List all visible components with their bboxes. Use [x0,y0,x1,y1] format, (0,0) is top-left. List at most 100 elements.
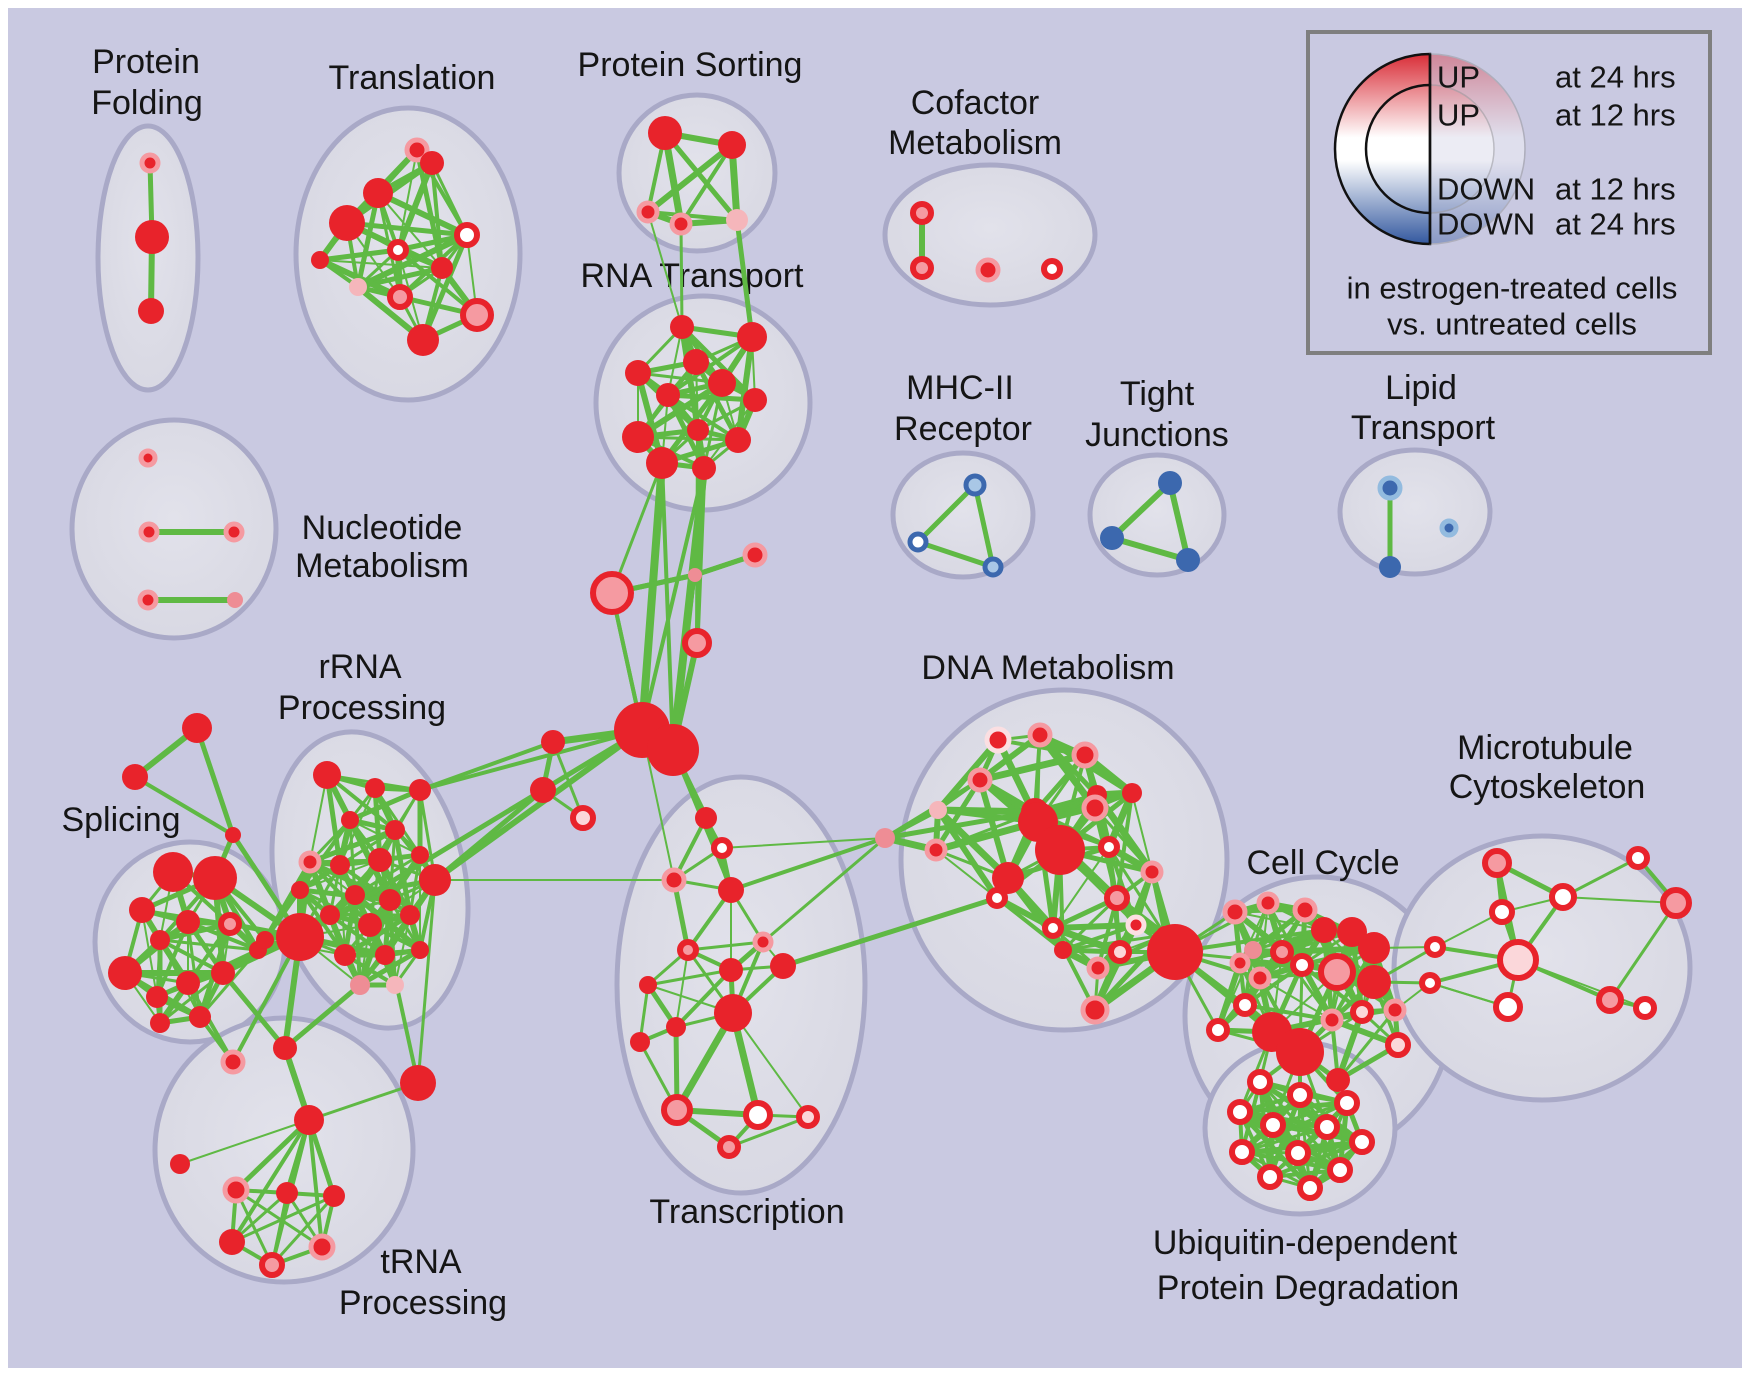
legend-caption-1: vs. untreated cells [1387,307,1637,342]
cluster-label-mhc-ii-receptor-0: MHC-II [906,369,1014,407]
network-edge-rrna-processing [357,947,423,988]
network-edge-inter-cluster-links [282,982,363,1051]
network-node-rna-transport-1 [737,322,767,352]
network-edge-inter-cluster-links [734,217,755,340]
legend-direction-2: DOWN [1437,172,1535,207]
network-edge-trna-processing [270,1194,336,1267]
network-node-translation-6 [431,257,453,279]
cluster-label-trna-processing-1: Processing [339,1284,507,1322]
legend-box [1306,30,1712,355]
cluster-ellipse-tight-junctions [1087,452,1227,578]
legend: UP at 24 hrs UP at 12 hrs DOWN at 12 hrs DOWN a… [1306,30,1712,355]
network-node-trna-processing-7 [219,1229,245,1255]
network-node-trna-processing-8 [259,1252,285,1278]
network-edge-translation [317,247,401,263]
network-node-dna-metabolism-4 [929,801,947,819]
network-node-central-connectors-8 [570,805,596,831]
cluster-label-rrna-processing-0: rRNA [318,648,401,686]
network-node-rna-transport-3 [683,349,709,375]
network-node-translation-3 [329,205,365,241]
network-edge-inter-cluster-links [186,981,235,1064]
network-node-dna-metabolism-25 [1147,924,1203,980]
cluster-label-protein-folding-0: Protein [92,43,200,81]
network-edge-dna-metabolism [1131,792,1153,873]
network-node-cofactor-metabolism-0 [910,201,934,225]
network-node-cell-cycle-3 [1244,941,1262,959]
network-node-splicing-7 [146,986,168,1008]
cluster-label-translation-0: Translation [329,59,496,97]
network-node-dna-metabolism-22 [1080,995,1110,1025]
network-edge-trna-processing [230,1118,311,1244]
network-edge-translation [319,259,443,269]
network-node-transcription-7 [719,958,743,982]
network-node-cofactor-metabolism-3 [1041,258,1063,280]
network-node-rrna-processing-9 [411,846,429,864]
network-node-protein-sorting-1 [718,131,746,159]
network-edge-inter-cluster-links [647,211,683,328]
cluster-label-ubiquitin-degradation-1: Protein Degradation [1157,1269,1459,1307]
cluster-label-protein-folding-1: Folding [91,84,203,122]
network-node-rrna-processing-18 [375,945,395,965]
network-node-ubiquitin-degradation-6 [1349,1129,1375,1155]
network-node-rna-transport-5 [656,383,680,407]
network-node-trna-processing-3 [170,1154,190,1174]
network-edge-dna-metabolism [1093,806,1154,874]
network-node-trna-processing-2 [294,1105,324,1135]
network-node-transcription-15 [717,1135,741,1159]
network-edge-trna-processing [233,1117,312,1193]
network-edge-protein-sorting [645,142,735,215]
network-node-central-connectors-6 [541,730,565,754]
network-node-splicing-bridge-1 [122,764,148,790]
network-node-trna-processing-0 [273,1036,297,1060]
network-edge-microtubule-cytoskeleton [1608,901,1678,1002]
network-node-splicing-9 [211,961,235,985]
network-node-cofactor-metabolism-1 [910,256,934,280]
network-node-microtubule-cytoskeleton-7 [1596,986,1624,1014]
network-node-ubiquitin-degradation-10 [1257,1164,1283,1190]
cluster-label-mhc-ii-receptor-1: Receptor [894,410,1032,448]
network-edge-inter-cluster-links [418,728,644,792]
network-node-transcription-0 [695,807,717,829]
cluster-label-tight-junctions-1: Junctions [1085,416,1229,454]
network-node-cell-cycle-6 [1337,917,1367,947]
network-node-dna-metabolism-19 [1108,940,1132,964]
cluster-ellipse-cofactor-metabolism [882,162,1098,308]
network-node-dna-metabolism-3 [967,767,993,793]
network-node-trna-processing-5 [276,1182,298,1204]
network-node-rna-transport-7 [622,421,654,453]
network-node-transcription-3 [718,877,744,903]
network-node-cell-cycle-7 [1358,932,1390,964]
network-node-rrna-processing-14 [320,905,340,925]
network-node-dna-metabolism-10 [1081,794,1109,822]
network-node-dna-metabolism-20 [1054,941,1072,959]
network-node-dna-metabolism-24 [986,887,1008,909]
network-node-cell-cycle-13 [1206,1018,1230,1042]
cluster-ellipse-microtubule-cytoskeleton [1391,833,1693,1103]
network-node-nucleotide-metabolism-0 [138,448,158,468]
cluster-label-tight-junctions-0: Tight [1120,375,1195,413]
network-node-splicing-5 [150,930,170,950]
network-node-ubiquitin-degradation-1 [1287,1082,1313,1108]
network-node-microtubule-cytoskeleton-6 [1493,992,1523,1022]
network-edge-inter-cluster-links [882,809,1038,841]
network-edge-rna-transport [665,392,758,403]
network-node-trna-processing-4 [222,1176,250,1204]
network-node-tight-junctions-1 [1100,526,1124,550]
network-node-protein-folding-0 [139,152,161,174]
network-node-rrna-processing-22 [256,931,274,949]
network-node-dna-metabolism-0 [984,726,1012,754]
network-node-nucleotide-metabolism-1 [138,521,160,543]
cluster-label-ubiquitin-degradation-0: Ubiquitin-dependent [1153,1224,1458,1262]
network-node-translation-5 [387,239,409,261]
network-node-rna-transport-9 [725,427,751,453]
network-node-rna-transport-11 [692,456,716,480]
network-node-rrna-processing-2 [365,778,385,798]
network-edge-dna-metabolism [1061,923,1138,952]
cluster-label-splicing-0: Splicing [61,801,180,839]
cluster-label-dna-metabolism-0: DNA Metabolism [921,649,1174,687]
cluster-label-microtubule-cytoskeleton-0: Microtubule [1457,729,1633,767]
network-edge-transcription [674,968,733,1029]
network-node-rna-transport-4 [708,369,736,397]
network-node-rrna-processing-20 [350,975,370,995]
